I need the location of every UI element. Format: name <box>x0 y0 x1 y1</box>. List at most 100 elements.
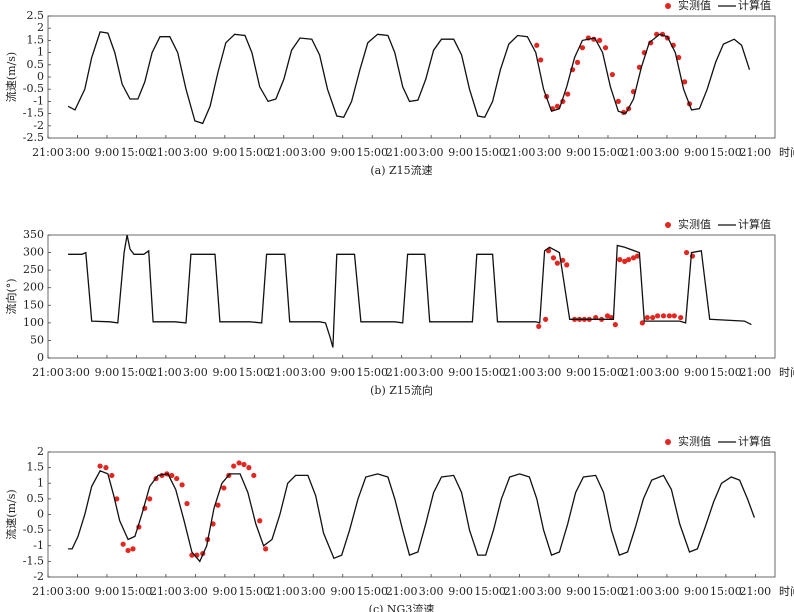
x-tick-label: 3:00 <box>655 366 680 379</box>
legend-label: 计算值 <box>738 0 771 12</box>
measured-point <box>634 253 641 259</box>
legend-marker <box>665 222 671 228</box>
x-tick-label: 3:00 <box>655 146 680 159</box>
x-tick-label: 15:00 <box>121 585 153 598</box>
measured-point <box>622 258 628 264</box>
x-tick-label: 3:00 <box>301 585 326 598</box>
measured-point <box>604 313 611 319</box>
plot-frame <box>47 234 776 359</box>
y-tick-label: 100 <box>23 316 44 329</box>
y-tick-label: 1.5 <box>27 33 45 46</box>
measured-point <box>109 472 115 479</box>
x-tick-label: 21:00 <box>739 146 771 159</box>
measured-point <box>565 91 571 97</box>
x-tick-label: 3:00 <box>65 585 90 598</box>
measured-point <box>617 257 623 263</box>
x-tick-label: 21:00 <box>268 585 300 598</box>
measured-point <box>671 313 677 319</box>
x-tick-label: 21:00 <box>150 585 182 598</box>
measured-point <box>130 546 136 552</box>
y-tick-label: 50 <box>30 333 44 346</box>
measured-point <box>536 323 542 329</box>
x-tick-label: 21:00 <box>32 146 64 159</box>
x-tick-label: 21:00 <box>622 585 654 598</box>
x-tick-label: 9:00 <box>448 366 473 379</box>
measured-point <box>103 465 109 471</box>
measured-point <box>236 460 242 466</box>
panel: -2.5-2-1.5-1-0.500.511.522.521:00 3:00 9:0… <box>4 0 794 177</box>
x-tick-label: 15:00 <box>474 585 506 598</box>
y-tick-label: 150 <box>23 298 44 311</box>
x-tick-label: 9:00 <box>212 146 237 159</box>
x-tick-label: 9:00 <box>95 146 120 159</box>
measured-point <box>626 257 632 263</box>
measured-point <box>147 496 153 502</box>
x-tick-label: 9:00 <box>95 366 120 379</box>
legend-label: 计算值 <box>738 217 771 231</box>
x-tick-label: 21:00 <box>504 366 536 379</box>
legend-marker <box>665 3 671 9</box>
y-tick-label: -1 <box>33 94 44 107</box>
x-tick-label: 3:00 <box>183 146 208 159</box>
x-tick-label: 15:00 <box>356 146 388 159</box>
measured-point <box>550 255 557 261</box>
x-axis-label: 时间 <box>779 585 794 598</box>
y-tick-label: 0.5 <box>27 492 45 505</box>
y-tick-label: 0 <box>37 508 44 521</box>
x-tick-label: 21:00 <box>386 146 418 159</box>
measured-point <box>97 463 103 469</box>
x-tick-label: 21:00 <box>150 146 182 159</box>
x-tick-label: 3:00 <box>537 366 562 379</box>
x-tick-label: 15:00 <box>592 146 624 159</box>
measured-point <box>169 472 175 479</box>
x-tick-label: 9:00 <box>95 585 120 598</box>
measured-point <box>215 502 221 508</box>
x-tick-label: 9:00 <box>448 146 473 159</box>
measured-point <box>609 71 616 78</box>
x-tick-label: 15:00 <box>121 366 153 379</box>
y-tick-label: 0.5 <box>27 58 45 71</box>
measured-point <box>263 546 269 552</box>
x-tick-label: 3:00 <box>65 366 90 379</box>
plot-frame <box>47 451 776 578</box>
x-tick-label: 21:00 <box>386 366 418 379</box>
y-tick-label: -2.5 <box>23 131 44 144</box>
measured-point <box>251 472 257 479</box>
y-tick-label: -0.5 <box>23 523 44 536</box>
y-tick-label: -2 <box>33 119 44 132</box>
measured-point <box>246 465 252 471</box>
x-tick-label: 3:00 <box>655 585 680 598</box>
x-tick-label: 9:00 <box>330 146 355 159</box>
measured-point <box>120 541 126 547</box>
x-tick-label: 15:00 <box>356 585 388 598</box>
y-tick-label: -1.5 <box>23 554 44 567</box>
plot-frame <box>47 15 776 139</box>
y-tick-label: 250 <box>23 263 44 276</box>
legend-label: 实测值 <box>678 217 711 231</box>
x-tick-label: 15:00 <box>710 585 742 598</box>
y-tick-label: 1 <box>37 476 44 489</box>
x-tick-label: 3:00 <box>183 366 208 379</box>
measured-point <box>682 79 688 85</box>
x-tick-label: 9:00 <box>684 146 709 159</box>
x-tick-label: 3:00 <box>183 585 208 598</box>
x-tick-label: 9:00 <box>566 585 591 598</box>
measured-point <box>538 57 544 63</box>
x-tick-label: 21:00 <box>150 366 182 379</box>
x-tick-label: 9:00 <box>212 585 237 598</box>
measured-point <box>184 500 190 507</box>
y-axis-label: 流向(°) <box>4 278 18 314</box>
x-tick-label: 15:00 <box>592 366 624 379</box>
x-tick-label: 15:00 <box>710 366 742 379</box>
x-tick-label: 3:00 <box>301 366 326 379</box>
x-axis-label: 时间 <box>779 146 794 159</box>
x-tick-label: 15:00 <box>238 146 270 159</box>
x-tick-label: 21:00 <box>386 585 418 598</box>
measured-point <box>231 463 237 469</box>
x-tick-label: 21:00 <box>622 146 654 159</box>
x-tick-label: 3:00 <box>301 146 326 159</box>
x-tick-label: 15:00 <box>592 585 624 598</box>
y-tick-label: -1.5 <box>23 107 44 120</box>
x-tick-label: 21:00 <box>739 366 771 379</box>
